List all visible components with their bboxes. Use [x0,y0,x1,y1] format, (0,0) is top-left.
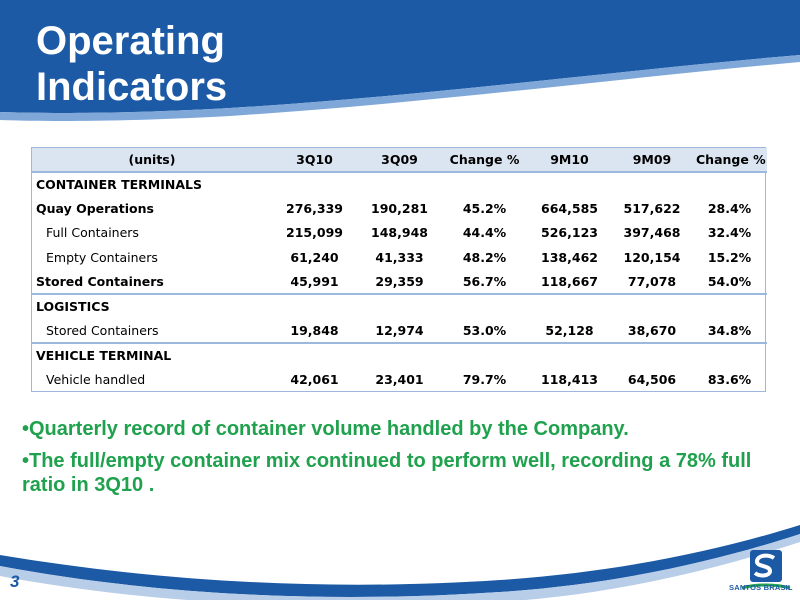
table-header-row: (units) 3Q10 3Q09 Change % 9M10 9M09 Cha… [32,148,767,173]
table-row: VEHICLE TERMINAL [32,341,767,368]
table-cell: 397,468 [623,225,681,241]
table-cell: 77,078 [627,273,677,289]
row-label: Full Containers [46,225,139,241]
table-cell: 56.7% [462,273,507,289]
table-cell: 45,991 [290,273,339,289]
table-row: Stored Containers 45,991 29,359 56.7% 11… [32,270,767,294]
table-row: Empty Containers 61,240 41,333 48.2% 138… [32,245,767,269]
table-cell: 276,339 [286,201,343,217]
table-row: CONTAINER TERMINALS [32,172,767,196]
table-cell: 148,948 [371,225,428,241]
table-row: Full Containers 215,099 148,948 44.4% 52… [32,221,767,245]
table-cell: 34.8% [707,322,752,338]
table-cell: 38,670 [627,322,677,338]
table-cell: 118,667 [541,273,598,289]
table-cell: 79.7% [462,371,507,387]
table-cell: 215,099 [286,225,343,241]
table-cell: 41,333 [375,249,424,265]
table-cell: 28.4% [707,201,752,217]
table-cell: 44.4% [462,225,507,241]
column-header: Change % [442,148,527,173]
column-header: 3Q10 [272,148,357,173]
title-line-2: Indicators [36,65,228,109]
footer-wave [0,525,800,600]
row-label: Stored Containers [46,322,159,338]
row-label: Vehicle handled [46,371,146,387]
header-banner [0,0,800,121]
row-label: CONTAINER TERMINALS [36,177,203,193]
table-cell: 32.4% [707,225,752,241]
table-cell: 190,281 [371,201,428,217]
table-row: Vehicle handled 42,061 23,401 79.7% 118,… [32,367,767,391]
column-header: 3Q09 [357,148,442,173]
column-header: Change % [692,148,767,173]
row-label: VEHICLE TERMINAL [32,341,272,368]
table-cell: 61,240 [290,249,339,265]
bullet-list: •Quarterly record of container volume ha… [22,417,782,505]
page-number: 3 [10,572,20,591]
title-line-1: Operating [36,19,225,63]
row-label: LOGISTICS [32,292,272,319]
row-label: Quay Operations [36,201,154,217]
table-cell: 48.2% [462,249,507,265]
column-header: 9M09 [612,148,692,173]
table-cell: 52,128 [545,322,594,338]
data-table: (units) 3Q10 3Q09 Change % 9M10 9M09 Cha… [32,148,767,392]
operating-indicators-table: (units) 3Q10 3Q09 Change % 9M10 9M09 Cha… [31,147,767,392]
table-cell: 64,506 [627,371,677,387]
table-cell: 120,154 [623,249,681,265]
table-cell: 23,401 [375,371,424,387]
table-row: LOGISTICS [32,292,767,319]
column-header: (units) [32,148,272,173]
table-cell: 664,585 [541,201,598,217]
table-cell: 42,061 [290,371,339,387]
table-cell: 54.0% [707,273,752,289]
table-cell: 15.2% [707,249,752,265]
table-cell: 138,462 [541,249,598,265]
bullet-item: •Quarterly record of container volume ha… [22,418,629,440]
table-cell: 29,359 [375,273,424,289]
table-cell: 53.0% [462,322,507,338]
table-cell: 12,974 [375,322,424,338]
table-cell: 526,123 [541,225,598,241]
santos-brasil-logo-icon [741,550,791,590]
brand-name: SANTOS BRASIL [729,583,793,592]
page-title: Operating Indicators [36,18,227,110]
table-cell: 517,622 [623,201,681,217]
table-cell: 19,848 [290,322,339,338]
row-label: Empty Containers [46,249,158,265]
row-label: Stored Containers [36,273,164,289]
table-row: Quay Operations 276,339 190,281 45.2% 66… [32,196,767,220]
table-cell: 118,413 [541,371,598,387]
table-cell: 45.2% [462,201,507,217]
table-cell: 83.6% [707,371,752,387]
bullet-item: •The full/empty container mix continued … [22,450,752,496]
table-row: Stored Containers 19,848 12,974 53.0% 52… [32,318,767,342]
column-header: 9M10 [527,148,612,173]
